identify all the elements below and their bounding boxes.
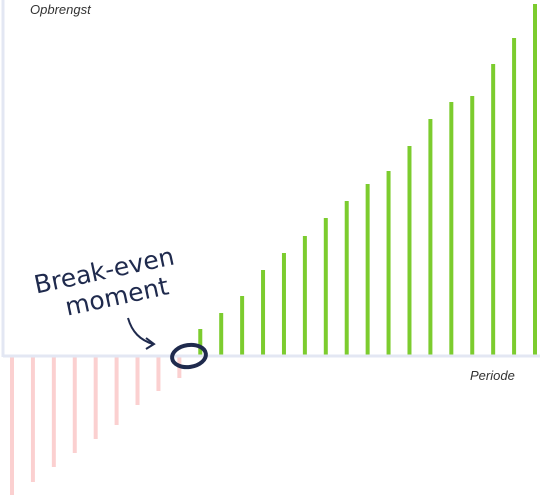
bar: [491, 64, 496, 356]
bar: [261, 270, 266, 356]
bar: [72, 356, 77, 453]
y-axis-label: Opbrengst: [30, 2, 92, 17]
bar: [240, 296, 245, 356]
bar: [449, 102, 454, 356]
bar: [281, 253, 286, 356]
bar: [10, 356, 14, 495]
bar: [512, 38, 517, 356]
bar: [470, 96, 475, 356]
arrow: [127, 317, 154, 345]
bar: [386, 171, 391, 356]
bar: [407, 146, 412, 356]
x-axis-label: Periode: [470, 368, 515, 383]
bar: [156, 356, 161, 391]
bar: [533, 4, 537, 356]
bar: [51, 356, 56, 467]
bar: [30, 356, 35, 482]
bar: [302, 236, 307, 356]
bar: [198, 329, 203, 356]
bar: [114, 356, 119, 425]
bar: [365, 184, 370, 356]
annotation: Break-even moment: [31, 242, 176, 322]
break-even-circle: [170, 342, 208, 370]
arrow-head: [145, 337, 156, 350]
bar: [135, 356, 140, 405]
bar: [93, 356, 98, 439]
bar: [323, 218, 328, 356]
bar: [219, 313, 224, 356]
bar: [344, 201, 349, 356]
bar: [428, 119, 433, 356]
